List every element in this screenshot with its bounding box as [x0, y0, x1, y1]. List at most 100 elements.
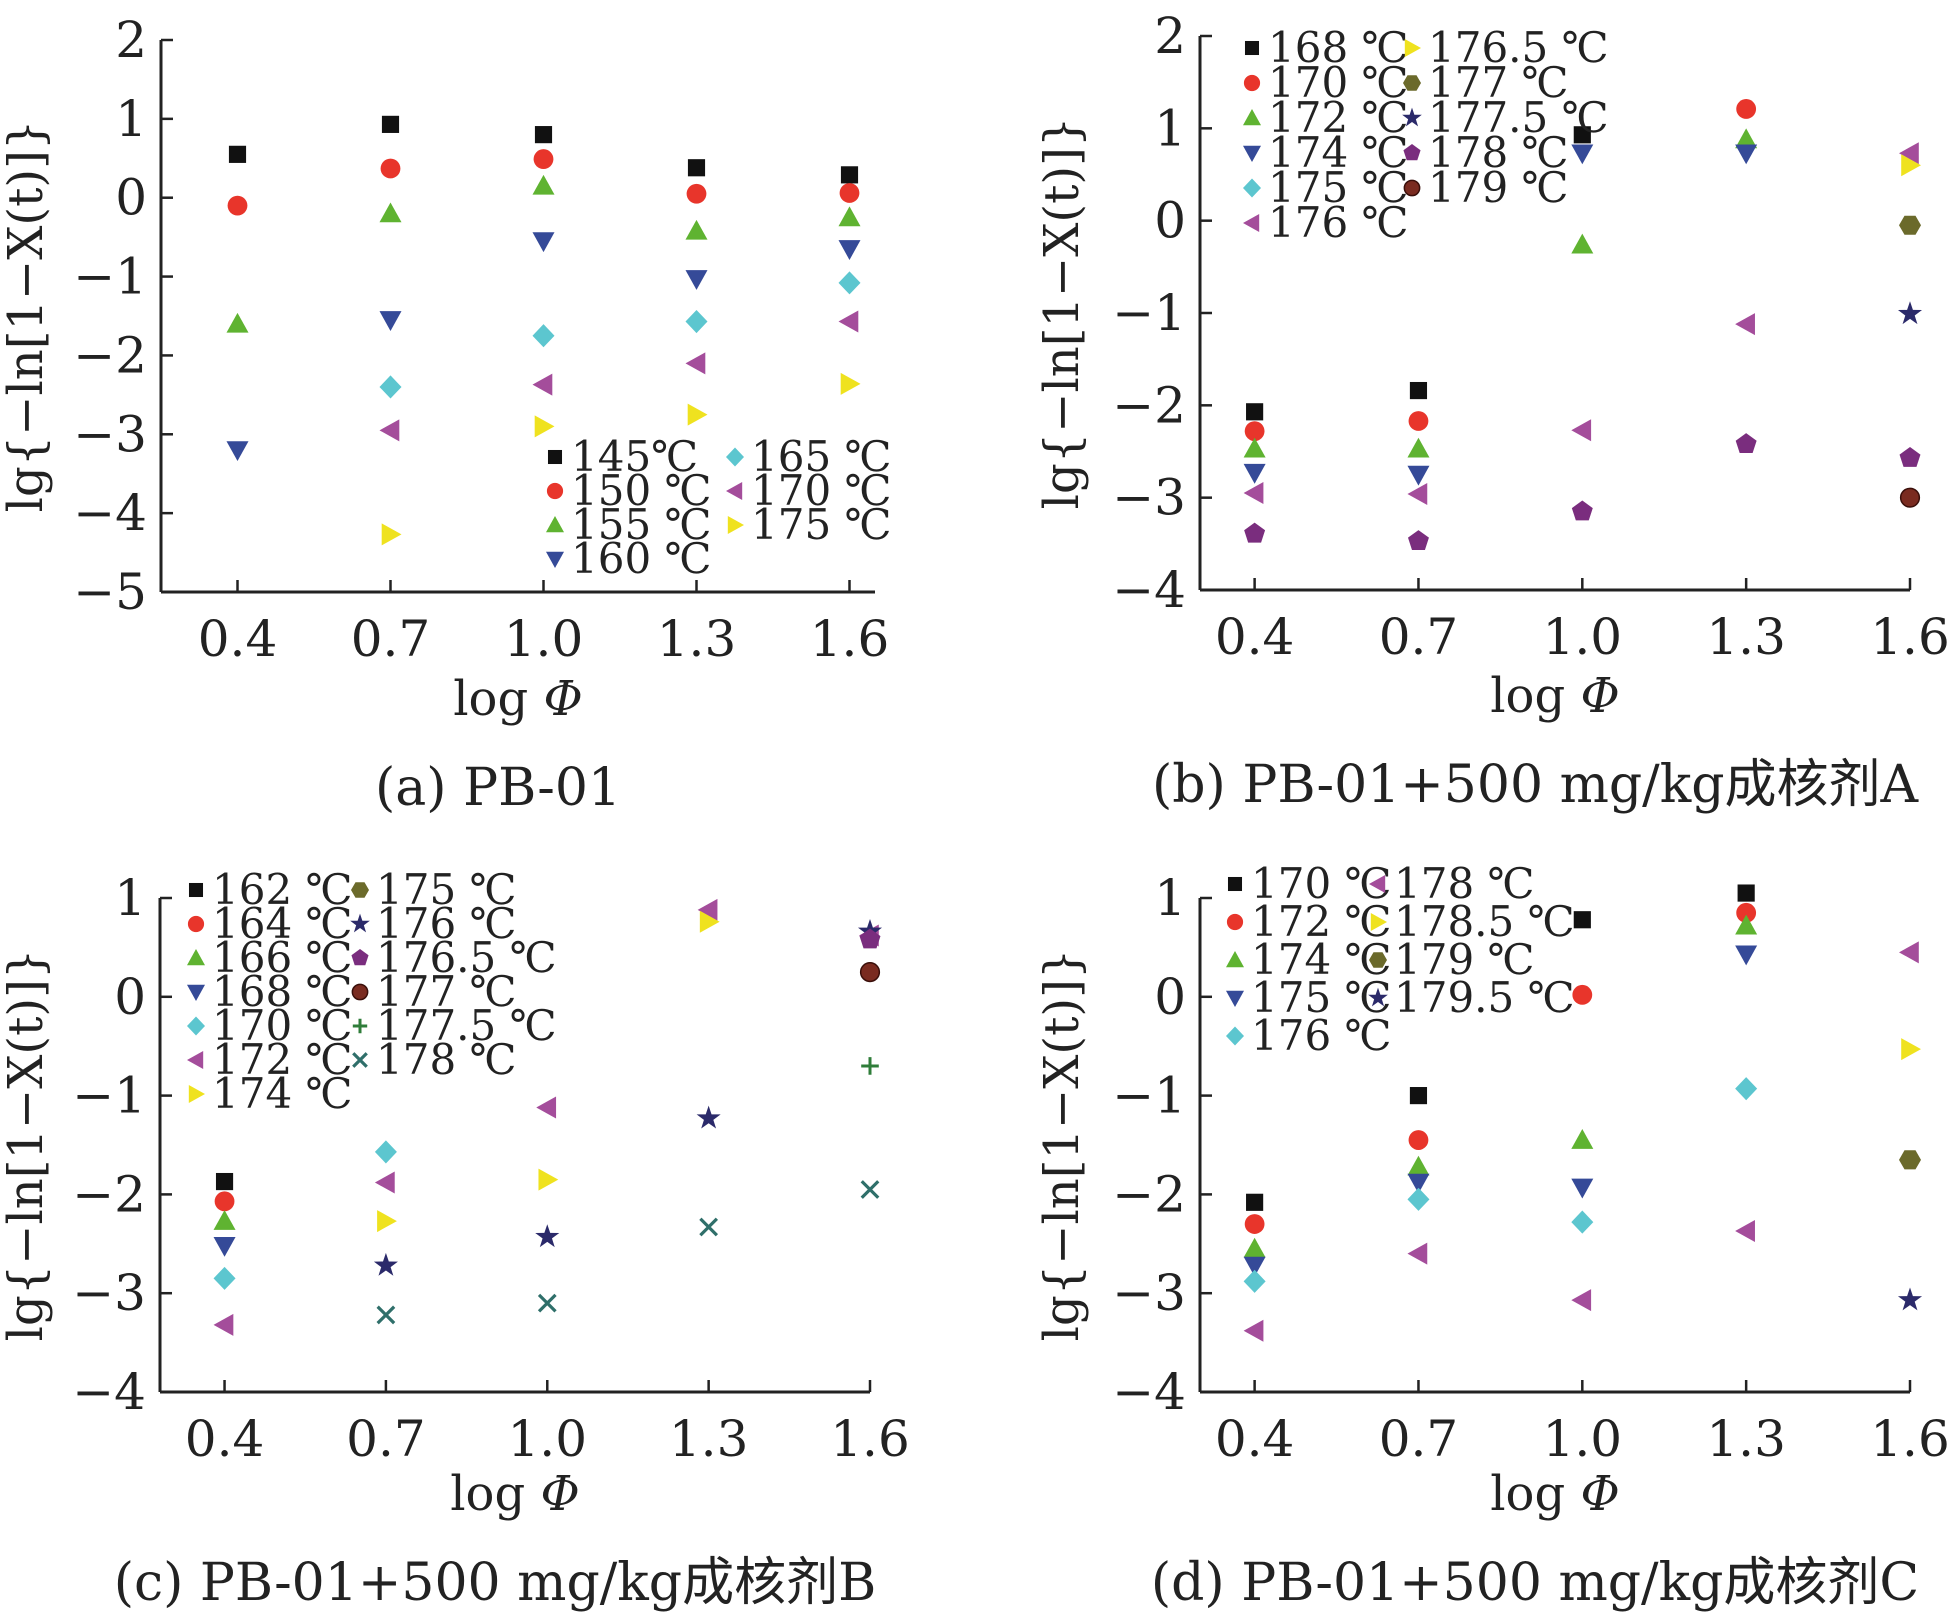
- legend-label: 177 ℃: [376, 967, 517, 1016]
- data-point: [1571, 144, 1594, 165]
- series-178C: [1243, 941, 1919, 1342]
- legend-label: 176.5 ℃: [376, 933, 557, 982]
- legend-label: 155 ℃: [571, 500, 712, 549]
- y-tick-label: −4: [1112, 561, 1186, 619]
- y-tick-label: 1: [1154, 869, 1186, 927]
- x-tick-label: 1.6: [1870, 1410, 1950, 1468]
- legend-marker: [1404, 39, 1421, 57]
- panel-caption: (b) PB-01+500 mg/kg成核剂A: [1152, 755, 1920, 815]
- y-tick-label: −4: [1112, 1363, 1186, 1421]
- data-point: [860, 1180, 880, 1199]
- data-point: [1899, 487, 1921, 508]
- data-point: [839, 183, 860, 203]
- legend-label: 175 ℃: [751, 500, 892, 549]
- data-point: [1573, 911, 1591, 929]
- legend-label: 174 ℃: [1268, 128, 1409, 177]
- x-axis-label: log Φ: [450, 1466, 580, 1522]
- legend-label: 176.5 ℃: [1428, 23, 1609, 72]
- legend-label: 162 ℃: [212, 865, 353, 914]
- y-tick-label: 1: [114, 869, 146, 927]
- legend-marker: [1370, 913, 1387, 931]
- data-point: [1243, 482, 1264, 505]
- series-170C: [213, 1140, 397, 1290]
- series-177C: [1899, 215, 1921, 235]
- data-point: [1408, 411, 1429, 431]
- series-155C: [226, 174, 861, 333]
- y-tick-label: 2: [1154, 7, 1186, 65]
- series-179C: [1899, 1150, 1921, 1170]
- series-174C: [377, 910, 720, 1233]
- y-tick-label: 1: [1154, 99, 1186, 157]
- data-point: [838, 206, 861, 227]
- data-point: [687, 403, 708, 426]
- data-point: [699, 1217, 719, 1237]
- y-tick-label: −1: [72, 1067, 146, 1125]
- data-point: [213, 1210, 236, 1230]
- data-point: [685, 309, 708, 334]
- x-tick-label: 1.0: [504, 610, 584, 668]
- y-tick-label: 2: [115, 11, 147, 69]
- data-point: [534, 415, 555, 438]
- data-point: [1246, 403, 1264, 421]
- legend-label: 176 ℃: [1268, 198, 1409, 247]
- data-point: [1899, 215, 1921, 235]
- legend-label: 177.5 ℃: [1428, 93, 1609, 142]
- data-point: [1407, 530, 1429, 550]
- data-point: [1735, 945, 1758, 966]
- legend-label: 178 ℃: [1428, 128, 1569, 177]
- data-point: [861, 1057, 879, 1075]
- legend-marker: [726, 482, 743, 500]
- data-point: [538, 1168, 559, 1191]
- legend-marker: [1226, 1026, 1244, 1046]
- data-point: [685, 219, 708, 240]
- y-tick-label: −3: [73, 405, 147, 463]
- data-point: [1736, 902, 1757, 923]
- x-tick-label: 0.7: [346, 1410, 426, 1468]
- series-168C: [1246, 126, 1591, 421]
- data-point: [1244, 522, 1266, 543]
- y-tick-label: 0: [1154, 192, 1186, 250]
- legend-marker: [351, 882, 369, 898]
- x-tick-label: 0.7: [1379, 608, 1459, 666]
- data-point: [1737, 884, 1755, 902]
- series-165C: [379, 271, 861, 399]
- x-axis-label: log Φ: [1490, 668, 1620, 724]
- x-tick-label: 0.4: [198, 610, 278, 668]
- data-point: [1243, 1269, 1266, 1293]
- series-178C: [376, 1180, 880, 1325]
- data-point: [535, 1224, 560, 1248]
- data-point: [697, 898, 718, 921]
- y-tick-label: 0: [115, 169, 147, 227]
- data-point: [1244, 421, 1265, 442]
- series-176C: [1243, 142, 1919, 505]
- series-160C: [226, 232, 861, 462]
- data-point: [1407, 482, 1428, 505]
- data-point: [215, 1172, 234, 1191]
- data-point: [1571, 1129, 1594, 1149]
- data-point: [1735, 1219, 1755, 1242]
- series-175C: [381, 372, 861, 546]
- series-174C: [1243, 144, 1758, 486]
- series-178C: [1244, 433, 1921, 550]
- x-tick-label: 1.6: [830, 1410, 910, 1468]
- series-176.5C: [859, 928, 881, 949]
- data-point: [537, 1293, 557, 1313]
- data-point: [1407, 1242, 1428, 1265]
- legend-marker: [727, 516, 744, 534]
- legend-marker: [187, 984, 205, 1001]
- legend-label: 145℃: [571, 432, 698, 481]
- data-point: [1409, 381, 1428, 400]
- data-point: [838, 310, 859, 333]
- legend-label: 172 ℃: [1251, 897, 1392, 946]
- legend-label: 172 ℃: [1268, 93, 1409, 142]
- data-point: [532, 373, 553, 396]
- legend-marker: [1226, 951, 1244, 968]
- data-point: [840, 166, 859, 184]
- data-point: [374, 1171, 395, 1194]
- data-point: [1571, 233, 1594, 254]
- legend-label: 177 ℃: [1428, 58, 1569, 107]
- data-point: [1408, 1130, 1429, 1150]
